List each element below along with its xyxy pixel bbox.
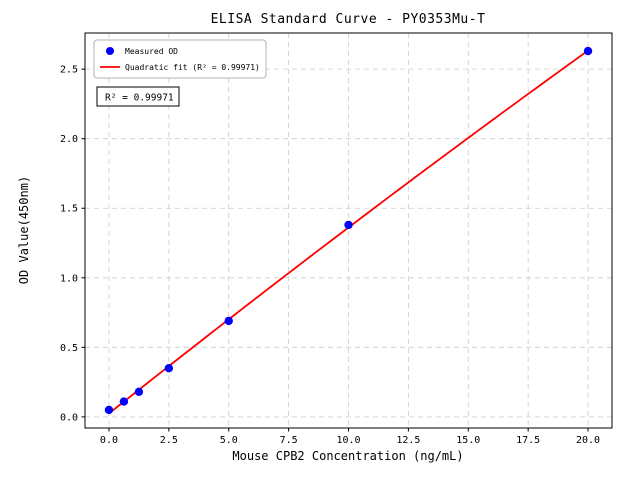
data-series-layer [104,46,593,415]
measured-od-point [164,363,174,373]
measured-od-point [119,397,129,406]
legend: Measured OD Quadratic fit (R² = 0.99971) [93,39,267,79]
legend-label-quadratic-fit: Quadratic fit (R² = 0.99971) [125,63,260,72]
x-tick-label: 5.0 [220,435,238,446]
measured-od-point [344,220,353,230]
x-tick-label: 15.0 [456,435,480,446]
y-tick-label: 0.0 [60,412,78,423]
y-tick-label: 1.0 [60,273,78,284]
r-squared-annotation: R² = 0.99971 [96,86,180,107]
x-tick-label: 20.0 [576,435,600,446]
annotation-box [96,86,180,107]
legend-marker-measured-od-icon [106,47,114,55]
y-tick-label: 2.5 [60,65,78,76]
axis-ticks: 0.0 2.5 5.0 7.5 10.0 12.5 15.0 17.5 20.0 0.0 0.5 1.… [60,65,600,446]
x-axis-label: Mouse CPB2 Concentration (ng/mL) [232,449,463,463]
measured-od-point [104,405,114,415]
x-tick-label: 0.0 [100,435,118,446]
y-tick-label: 1.5 [60,204,78,215]
chart-title: ELISA Standard Curve - PY0353Mu-T [211,12,486,27]
annotation-text: R² = 0.99971 [105,93,174,104]
x-tick-label: 10.0 [336,435,360,446]
measured-od-point [583,46,593,56]
x-tick-label: 7.5 [280,435,298,446]
legend-label-measured-od: Measured OD [125,47,178,56]
x-tick-label: 12.5 [396,435,420,446]
y-tick-label: 0.5 [60,343,78,354]
y-tick-label: 2.0 [60,134,78,145]
x-tick-label: 17.5 [516,435,540,446]
legend-box [93,39,267,79]
measured-od-point [134,387,144,397]
y-axis-label: OD Value(450nm) [17,176,31,284]
measured-od-point [224,316,233,326]
x-tick-label: 2.5 [160,435,178,446]
